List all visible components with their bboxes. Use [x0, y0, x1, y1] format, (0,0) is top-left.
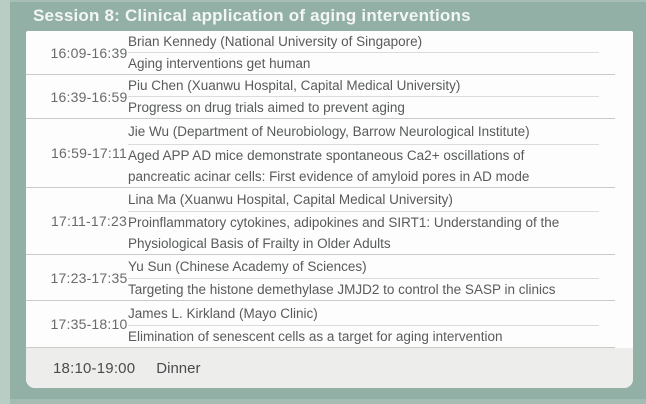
- schedule-row: 17:35-18:10 James L. Kirkland (Mayo Clin…: [26, 301, 615, 348]
- schedule-row: 16:09-16:39 Brian Kennedy (National Univ…: [26, 31, 615, 75]
- speaker-line: James L. Kirkland (Mayo Clinic): [128, 305, 318, 321]
- bottom-edge-strip: [10, 399, 646, 404]
- speaker-line: Piu Chen (Xuanwu Hospital, Capital Medic…: [128, 78, 461, 93]
- talk-title: Progress on drug trials aimed to prevent…: [128, 96, 599, 118]
- speaker-line: Jie Wu (Department of Neurobiology, Barr…: [128, 124, 530, 139]
- dinner-time-range: 18:10-19:00: [53, 359, 136, 377]
- row-content: Brian Kennedy (National University of Si…: [128, 31, 615, 74]
- session-title: Session 8: Clinical application of aging…: [33, 5, 471, 25]
- speaker-line: Yu Sun (Chinese Academy of Sciences): [128, 259, 367, 274]
- schedule-row: 17:23-17:35 Yu Sun (Chinese Academy of S…: [26, 255, 615, 301]
- row-content: Yu Sun (Chinese Academy of Sciences) Tar…: [128, 255, 615, 300]
- talk-title: Proinflammatory cytokines, adipokines an…: [128, 211, 599, 254]
- talk-title: Targeting the histone demethylase JMJD2 …: [128, 278, 599, 300]
- speaker-line: Brian Kennedy (National University of Si…: [128, 34, 423, 49]
- dinner-label: Dinner: [156, 359, 201, 377]
- schedule-row: 17:11-17:23 Lina Ma (Xuanwu Hospital, Ca…: [26, 188, 615, 255]
- time-range: 16:39-16:59: [50, 88, 128, 105]
- time-range: 17:35-18:10: [50, 316, 128, 332]
- left-edge-strip: [0, 0, 10, 404]
- time-range: 16:09-16:39: [50, 44, 128, 61]
- dinner-row: 18:10-19:00 Dinner: [26, 348, 633, 388]
- time-range: 16:59-17:11: [51, 145, 127, 161]
- speaker-line: Lina Ma (Xuanwu Hospital, Capital Medica…: [128, 192, 453, 207]
- talk-title: Aged APP AD mice demonstrate spontaneous…: [128, 144, 599, 187]
- time-range: 17:11-17:23: [51, 213, 127, 229]
- session-header: Session 8: Clinical application of aging…: [26, 0, 646, 31]
- time-range: 17:23-17:35: [50, 269, 128, 286]
- schedule-row: 16:39-16:59 Piu Chen (Xuanwu Hospital, C…: [26, 75, 615, 119]
- row-content: Jie Wu (Department of Neurobiology, Barr…: [128, 119, 615, 187]
- talk-title: Aging interventions get human: [128, 52, 599, 74]
- row-content: Lina Ma (Xuanwu Hospital, Capital Medica…: [128, 188, 615, 254]
- talk-title: Elimination of senescent cells as a targ…: [128, 325, 599, 347]
- schedule-row: 16:59-17:11 Jie Wu (Department of Neurob…: [26, 119, 615, 188]
- row-content: Piu Chen (Xuanwu Hospital, Capital Medic…: [128, 75, 615, 118]
- schedule-table: 16:09-16:39 Brian Kennedy (National Univ…: [26, 31, 633, 388]
- top-edge-strip: [10, 0, 646, 2]
- row-content: James L. Kirkland (Mayo Clinic) Eliminat…: [128, 301, 615, 347]
